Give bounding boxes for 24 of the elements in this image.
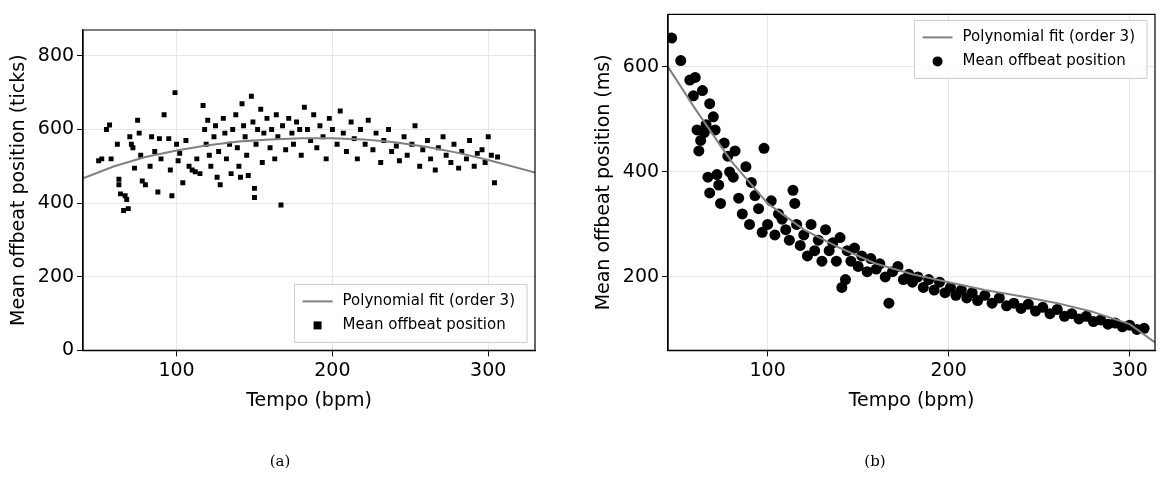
y-tick-label: 200 xyxy=(37,263,75,286)
legend-label: Mean offbeat position xyxy=(342,315,506,334)
text: (a) xyxy=(268,452,292,470)
legend-label: Mean offbeat position xyxy=(962,51,1126,70)
y-axis-title: Mean offbeat position (ms) xyxy=(591,54,614,311)
y-tick-label: 200 xyxy=(622,263,660,286)
y-tick-label: 800 xyxy=(37,42,75,65)
x-tick-label: 300 xyxy=(1111,357,1148,380)
x-axis-title: Tempo (bpm) xyxy=(245,387,372,410)
y-axis-title: Mean offbeat position (ticks) xyxy=(6,54,29,326)
legend-label: Polynomial fit (order 3) xyxy=(342,291,515,310)
y-tick-label: 400 xyxy=(37,190,75,213)
legend-label: Polynomial fit (order 3) xyxy=(962,27,1135,46)
x-tick-label: 200 xyxy=(930,357,967,380)
x-axis-title: Tempo (bpm) xyxy=(847,387,975,410)
x-tick-label: 200 xyxy=(314,357,351,380)
y-tick-label: 400 xyxy=(622,158,660,181)
x-tick-label: 100 xyxy=(158,357,195,380)
y-tick-label: 600 xyxy=(37,116,75,139)
y-tick-label: 0 xyxy=(61,337,75,360)
text: (b) xyxy=(863,452,887,470)
y-tick-label: 600 xyxy=(622,53,660,76)
x-tick-label: 300 xyxy=(470,357,507,380)
x-tick-label: 100 xyxy=(749,357,786,380)
